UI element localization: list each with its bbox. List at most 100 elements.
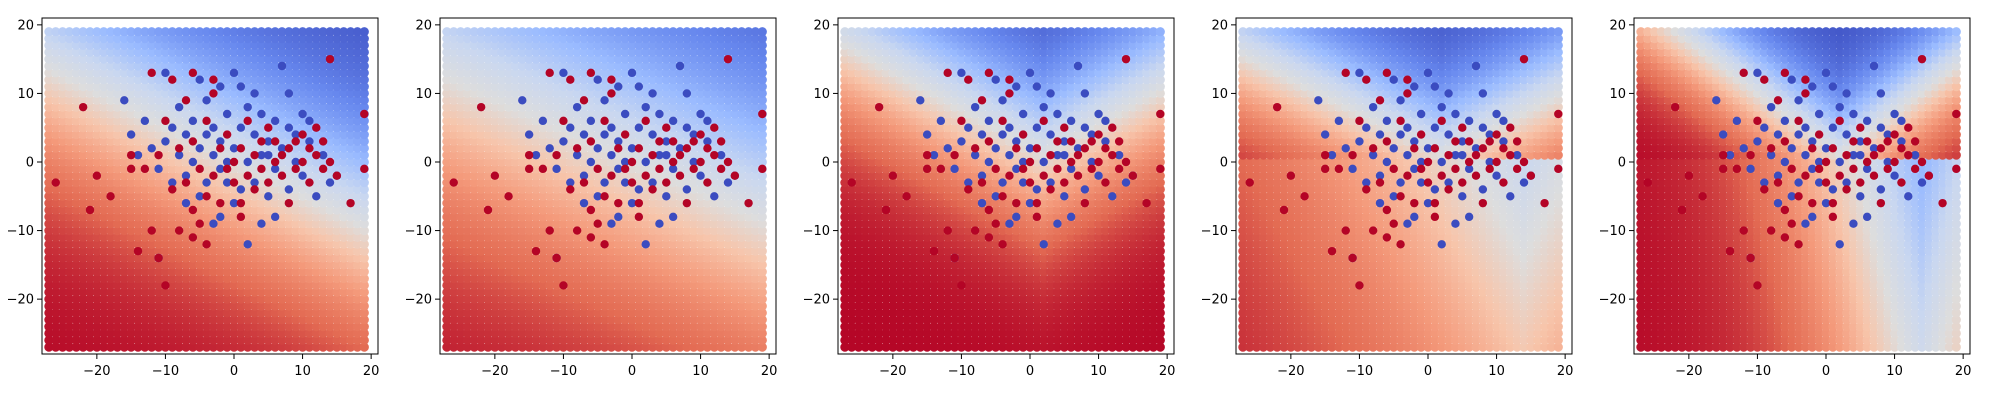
point-class-blue (682, 123, 692, 132)
surface-cell (167, 308, 177, 318)
surface-cell (277, 342, 287, 352)
surface-cell (208, 301, 218, 311)
surface-cell (332, 267, 342, 277)
surface-cell (304, 232, 314, 242)
point-class-blue (181, 198, 191, 208)
surface-cell (154, 260, 164, 270)
surface-cell (64, 260, 74, 270)
surface-cell (99, 342, 109, 352)
surface-cell (270, 315, 280, 325)
point-class-red (298, 130, 307, 139)
surface-cell (298, 246, 308, 256)
surface-cell (195, 260, 205, 270)
surface-cell (256, 239, 266, 249)
surface-cell (51, 315, 61, 325)
surface-cell (71, 342, 81, 352)
surface-cell (277, 246, 287, 256)
decision-surface (442, 27, 767, 352)
surface-cell (85, 274, 95, 284)
surface-cell (311, 232, 321, 242)
surface-cell (346, 239, 356, 249)
surface-cell (229, 308, 239, 318)
surface-cell (346, 280, 356, 290)
surface-cell (188, 335, 198, 345)
surface-cell (51, 294, 61, 304)
surface-cell (284, 280, 294, 290)
surface-cell (215, 232, 225, 242)
surface-cell (215, 253, 225, 263)
surface-cell (188, 274, 198, 284)
surface-cell (44, 239, 54, 249)
surface-cell (126, 315, 136, 325)
point-class-red (209, 171, 218, 180)
surface-cell (160, 274, 170, 284)
surface-cell (188, 294, 198, 304)
surface-cell (270, 239, 280, 249)
point-class-red (229, 178, 239, 187)
point-class-red (291, 137, 300, 146)
surface-cell (325, 328, 335, 338)
surface-cell (181, 335, 191, 345)
surface-cell (154, 342, 164, 352)
point-class-blue (682, 89, 692, 98)
y-tick-label: 20 (17, 18, 34, 33)
surface-cell (160, 246, 170, 256)
surface-cell (263, 308, 273, 318)
y-tick: −10 (405, 224, 440, 239)
surface-cell (92, 239, 102, 249)
point-class-red (264, 123, 273, 132)
surface-cell (346, 274, 356, 284)
surface-cell (140, 315, 150, 325)
surface-cell (106, 260, 116, 270)
point-class-blue (545, 144, 554, 153)
surface-cell (44, 226, 54, 236)
point-class-blue (120, 96, 129, 105)
surface-cell (277, 301, 287, 311)
surface-cell (119, 280, 129, 290)
surface-cell (222, 267, 232, 277)
point-class-blue (174, 102, 184, 112)
surface-cell (126, 322, 136, 332)
surface-cell (229, 232, 239, 242)
surface-cell (229, 280, 239, 290)
surface-cell (195, 280, 205, 290)
surface-cell (222, 274, 232, 284)
surface-cell (71, 328, 81, 338)
surface-cell (298, 294, 308, 304)
surface-cell (256, 294, 266, 304)
surface-cell (325, 253, 335, 263)
surface-cell (311, 260, 321, 270)
point-class-red (209, 89, 218, 98)
point-class-red (675, 171, 685, 180)
surface-cell (284, 308, 294, 318)
point-class-blue (243, 240, 252, 249)
y-tick: 10 (17, 87, 42, 102)
point-class-blue (216, 82, 225, 91)
surface-cell (208, 232, 218, 242)
point-class-red (572, 144, 582, 153)
surface-cell (106, 308, 116, 318)
surface-cell (195, 308, 205, 318)
surface-cell (263, 315, 273, 325)
surface-cell (352, 294, 362, 304)
point-class-red (668, 137, 678, 146)
surface-cell (160, 322, 170, 332)
surface-cell (112, 308, 122, 318)
surface-cell (106, 287, 116, 297)
surface-cell (339, 253, 349, 263)
surface-cell (311, 253, 321, 263)
surface-cell (181, 239, 191, 249)
surface-cell (284, 232, 294, 242)
surface-cell (174, 335, 184, 345)
surface-cell (147, 335, 157, 345)
surface-cell (243, 328, 253, 338)
surface-cell (160, 267, 170, 277)
surface-cell (332, 253, 342, 263)
point-class-red (140, 164, 150, 174)
surface-cell (208, 342, 218, 352)
surface-cell (250, 294, 260, 304)
surface-cell (359, 280, 369, 290)
point-class-red (682, 144, 692, 153)
point-class-red (236, 212, 246, 222)
